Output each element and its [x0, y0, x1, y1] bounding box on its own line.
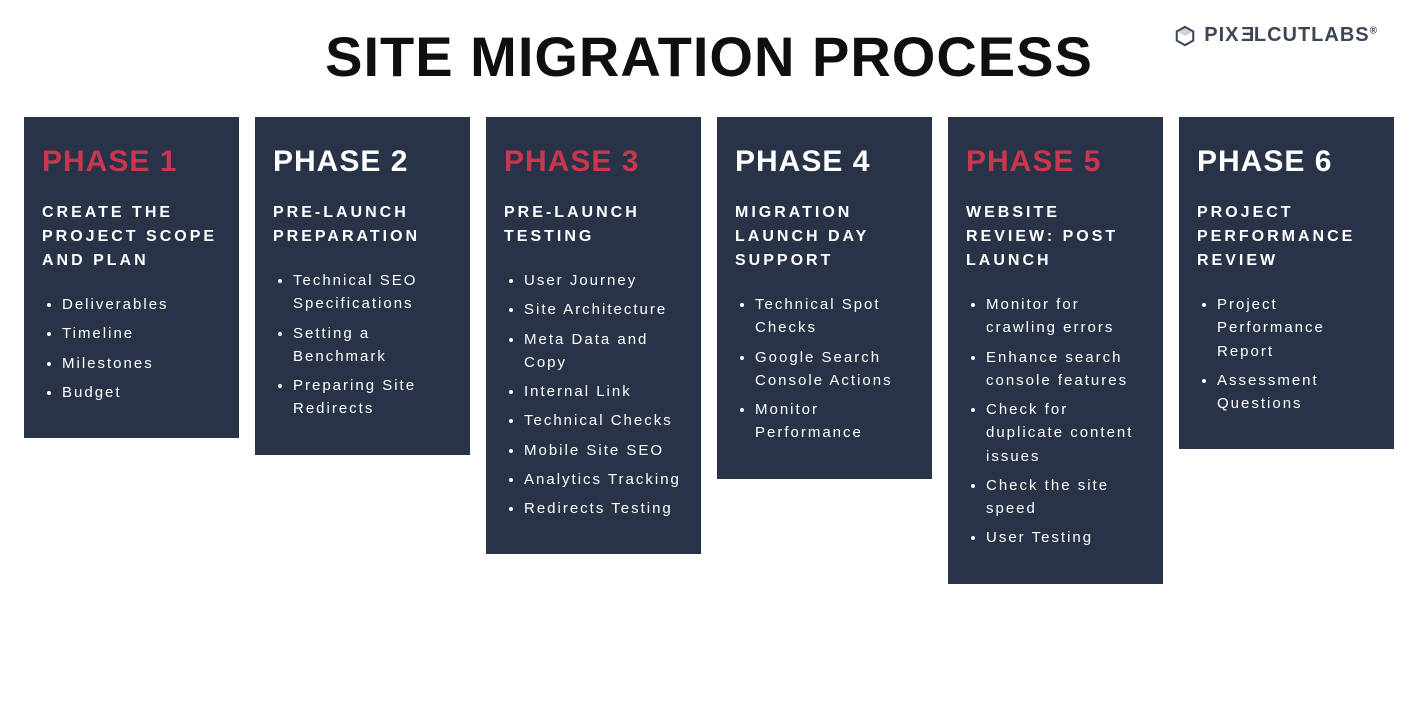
- list-item: Technical SEO Specifications: [293, 269, 452, 316]
- list-item: Technical Spot Checks: [755, 293, 914, 340]
- brand-flip-e: E: [1240, 24, 1254, 47]
- phase-card-2: PHASE 2 PRE-LAUNCH PREPARATION Technical…: [255, 117, 470, 455]
- phase-subtitle: PROJECT PERFORMANCE REVIEW: [1197, 201, 1376, 273]
- phase-card-3: PHASE 3 PRE-LAUNCH TESTING User Journey …: [486, 117, 701, 554]
- list-item: Internal Link: [524, 380, 683, 403]
- phase-label: PHASE 4: [735, 145, 914, 179]
- brand-name: PIXELCUTLABS®: [1204, 24, 1378, 47]
- phase-subtitle: CREATE THE PROJECT SCOPE AND PLAN: [42, 201, 221, 273]
- list-item: Google Search Console Actions: [755, 346, 914, 393]
- phase-label: PHASE 2: [273, 145, 452, 179]
- hexagon-icon: [1174, 25, 1196, 47]
- brand-suffix: LCUTLABS: [1254, 24, 1370, 46]
- list-item: Redirects Testing: [524, 497, 683, 520]
- phase-subtitle: MIGRATION LAUNCH DAY SUPPORT: [735, 201, 914, 273]
- brand-registered: ®: [1370, 25, 1378, 36]
- phase-cards-row: PHASE 1 CREATE THE PROJECT SCOPE AND PLA…: [20, 117, 1398, 584]
- list-item: Monitor for crawling errors: [986, 293, 1145, 340]
- phase-subtitle: PRE-LAUNCH TESTING: [504, 201, 683, 249]
- phase-card-1: PHASE 1 CREATE THE PROJECT SCOPE AND PLA…: [24, 117, 239, 438]
- list-item: Check for duplicate content issues: [986, 398, 1145, 468]
- phase-items: Technical Spot Checks Google Search Cons…: [735, 293, 914, 445]
- list-item: Monitor Performance: [755, 398, 914, 445]
- list-item: User Journey: [524, 269, 683, 292]
- list-item: User Testing: [986, 526, 1145, 549]
- list-item: Enhance search console features: [986, 346, 1145, 393]
- phase-label: PHASE 6: [1197, 145, 1376, 179]
- phase-card-5: PHASE 5 WEBSITE REVIEW: POST LAUNCH Moni…: [948, 117, 1163, 584]
- phase-card-4: PHASE 4 MIGRATION LAUNCH DAY SUPPORT Tec…: [717, 117, 932, 479]
- phase-label: PHASE 5: [966, 145, 1145, 179]
- list-item: Timeline: [62, 322, 221, 345]
- phase-items: User Journey Site Architecture Meta Data…: [504, 269, 683, 520]
- list-item: Preparing Site Redirects: [293, 374, 452, 421]
- list-item: Deliverables: [62, 293, 221, 316]
- list-item: Check the site speed: [986, 474, 1145, 521]
- list-item: Budget: [62, 381, 221, 404]
- list-item: Site Architecture: [524, 298, 683, 321]
- phase-label: PHASE 1: [42, 145, 221, 179]
- phase-label: PHASE 3: [504, 145, 683, 179]
- phase-subtitle: PRE-LAUNCH PREPARATION: [273, 201, 452, 249]
- list-item: Technical Checks: [524, 409, 683, 432]
- phase-items: Technical SEO Specifications Setting a B…: [273, 269, 452, 421]
- list-item: Meta Data and Copy: [524, 328, 683, 375]
- phase-subtitle: WEBSITE REVIEW: POST LAUNCH: [966, 201, 1145, 273]
- list-item: Setting a Benchmark: [293, 322, 452, 369]
- page: PIXELCUTLABS® SITE MIGRATION PROCESS PHA…: [0, 0, 1418, 709]
- list-item: Project Performance Report: [1217, 293, 1376, 363]
- list-item: Milestones: [62, 352, 221, 375]
- list-item: Analytics Tracking: [524, 468, 683, 491]
- brand-prefix: PIX: [1204, 24, 1239, 46]
- list-item: Assessment Questions: [1217, 369, 1376, 416]
- phase-items: Deliverables Timeline Milestones Budget: [42, 293, 221, 404]
- phase-items: Monitor for crawling errors Enhance sear…: [966, 293, 1145, 550]
- list-item: Mobile Site SEO: [524, 439, 683, 462]
- phase-card-6: PHASE 6 PROJECT PERFORMANCE REVIEW Proje…: [1179, 117, 1394, 449]
- phase-items: Project Performance Report Assessment Qu…: [1197, 293, 1376, 415]
- brand-logo: PIXELCUTLABS®: [1174, 24, 1378, 47]
